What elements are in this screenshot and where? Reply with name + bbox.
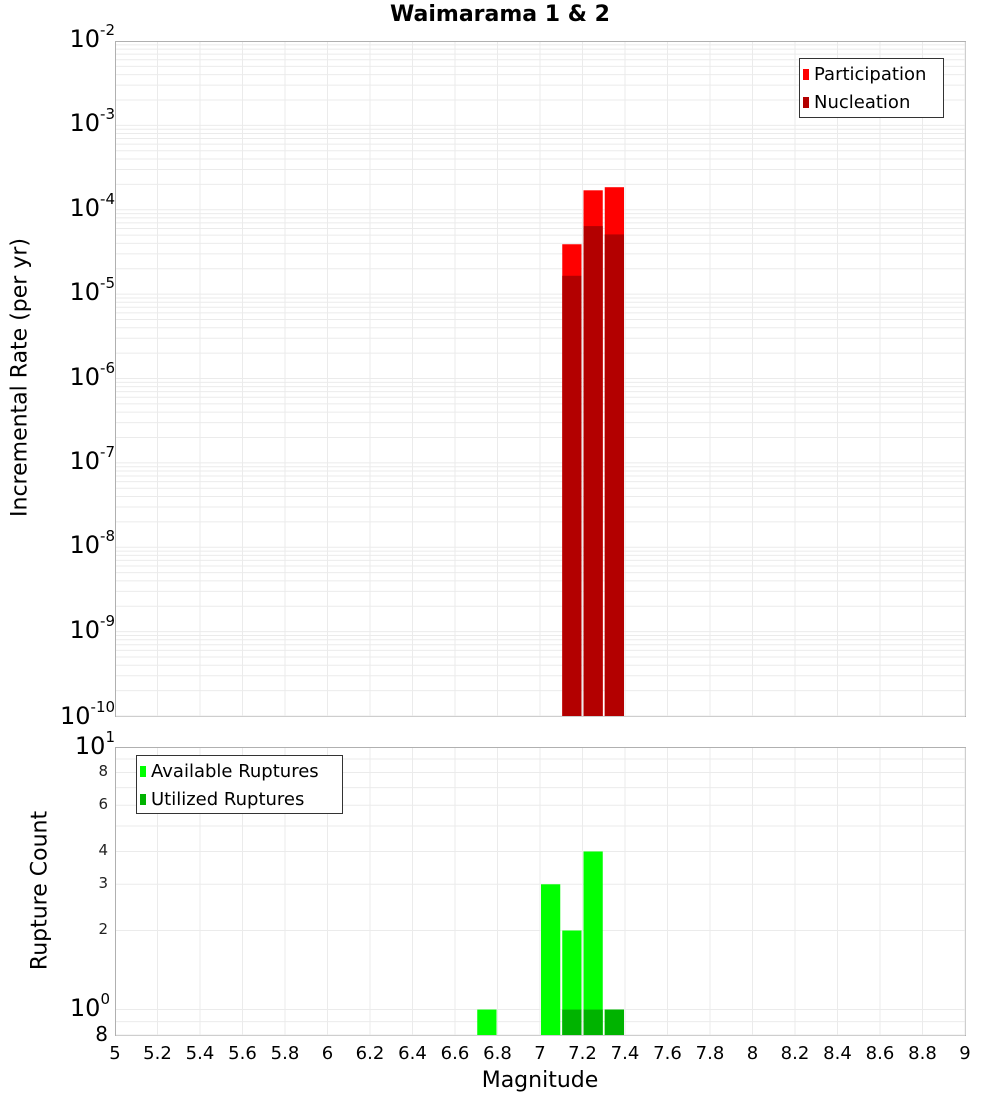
- bottom-ytick-2: 2: [78, 920, 108, 938]
- legend-label: Available Ruptures: [151, 761, 319, 782]
- available-ruptures-bar: [584, 851, 603, 1035]
- x-tick: 5.6: [223, 1043, 263, 1064]
- x-axis-label: Magnitude: [440, 1068, 640, 1093]
- x-tick: 8.8: [903, 1043, 943, 1064]
- available-ruptures-bar: [477, 1010, 496, 1035]
- x-tick: 7: [520, 1043, 560, 1064]
- x-tick: 6.2: [350, 1043, 390, 1064]
- x-tick: 8.4: [818, 1043, 858, 1064]
- x-tick: 6.8: [478, 1043, 518, 1064]
- bottom-ytick-3: 3: [78, 874, 108, 892]
- available-ruptures-bar: [541, 884, 560, 1035]
- bottom-ytick-4: 4: [78, 841, 108, 859]
- bottom-ytick-10-1: 101: [60, 732, 115, 760]
- x-tick: 7.6: [648, 1043, 688, 1064]
- bottom-y-axis-label: Rupture Count: [28, 791, 53, 991]
- bottom-ytick-6: 6: [78, 795, 108, 813]
- bottom-legend: Available Ruptures Utilized Ruptures: [136, 755, 343, 814]
- utilized-ruptures-bar: [605, 1010, 624, 1035]
- x-tick: 9: [945, 1043, 985, 1064]
- x-tick: 8: [733, 1043, 773, 1064]
- x-tick: 8.6: [860, 1043, 900, 1064]
- x-tick: 7.2: [563, 1043, 603, 1064]
- x-tick: 5.4: [180, 1043, 220, 1064]
- bottom-plot-graphics: [0, 0, 1000, 1100]
- x-tick: 7.8: [690, 1043, 730, 1064]
- legend-item-utilized: Utilized Ruptures: [137, 785, 342, 813]
- x-tick: 6.4: [393, 1043, 433, 1064]
- available-swatch-icon: [140, 766, 146, 777]
- legend-item-available: Available Ruptures: [137, 757, 342, 785]
- x-tick: 6.6: [435, 1043, 475, 1064]
- utilized-ruptures-bar: [562, 1010, 581, 1035]
- x-tick: 8.2: [775, 1043, 815, 1064]
- x-tick: 6: [308, 1043, 348, 1064]
- bottom-ytick-10-0: 100: [60, 994, 110, 1022]
- x-tick: 7.4: [605, 1043, 645, 1064]
- bottom-ytick-8: 8: [78, 762, 108, 780]
- x-tick: 5.2: [138, 1043, 178, 1064]
- utilized-swatch-icon: [140, 794, 146, 805]
- x-tick: 5.8: [265, 1043, 305, 1064]
- utilized-ruptures-bar: [584, 1010, 603, 1035]
- x-tick: 5: [95, 1043, 135, 1064]
- legend-label: Utilized Ruptures: [151, 789, 304, 810]
